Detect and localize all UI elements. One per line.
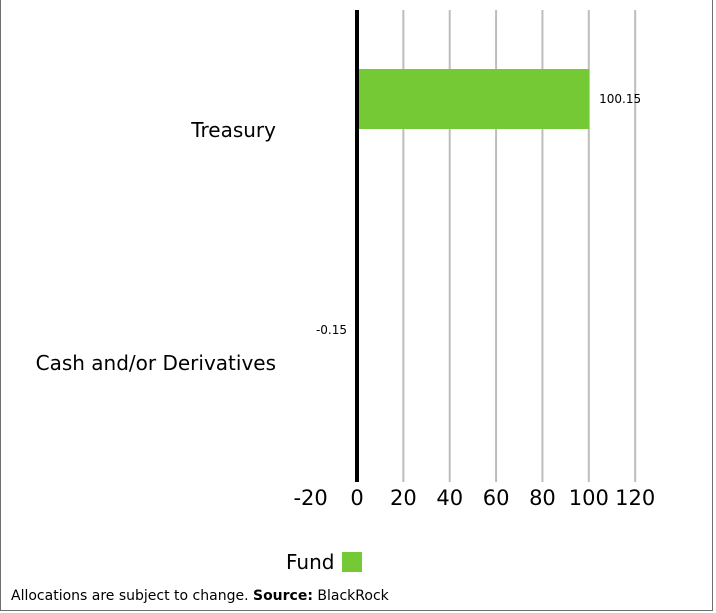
bars <box>356 69 590 359</box>
x-tick-label: 80 <box>529 486 556 510</box>
x-tick-label: 60 <box>483 486 510 510</box>
category-labels: Treasury Cash and/or Derivatives <box>36 118 277 375</box>
x-tick-label: 20 <box>390 486 417 510</box>
data-label: -0.15 <box>316 323 347 337</box>
x-tick-label: 0 <box>350 486 363 510</box>
legend-swatch <box>342 552 363 572</box>
bar-chart: Treasury Cash and/or Derivatives -20 0 20 40… <box>36 10 655 510</box>
legend: Fund <box>286 550 363 574</box>
data-label: 100.15 <box>599 92 641 106</box>
x-tick-labels: -20 0 20 40 60 80 100 120 <box>293 486 655 510</box>
category-label: Cash and/or Derivatives <box>36 351 276 375</box>
footnote-source-value: BlackRock <box>317 588 389 604</box>
footnote: Allocations are subject to change. Sourc… <box>11 588 389 604</box>
x-tick-label: -20 <box>293 486 327 510</box>
category-label: Treasury <box>190 118 276 142</box>
legend-label: Fund <box>286 550 335 574</box>
bar-0 <box>357 69 590 129</box>
data-labels: 100.15 -0.15 <box>316 92 641 337</box>
x-tick-label: 40 <box>436 486 463 510</box>
footnote-text: Allocations are subject to change. <box>11 588 249 604</box>
x-tick-label: 120 <box>615 486 655 510</box>
footnote-source-label: Source: <box>252 588 313 604</box>
x-tick-label: 100 <box>569 486 609 510</box>
